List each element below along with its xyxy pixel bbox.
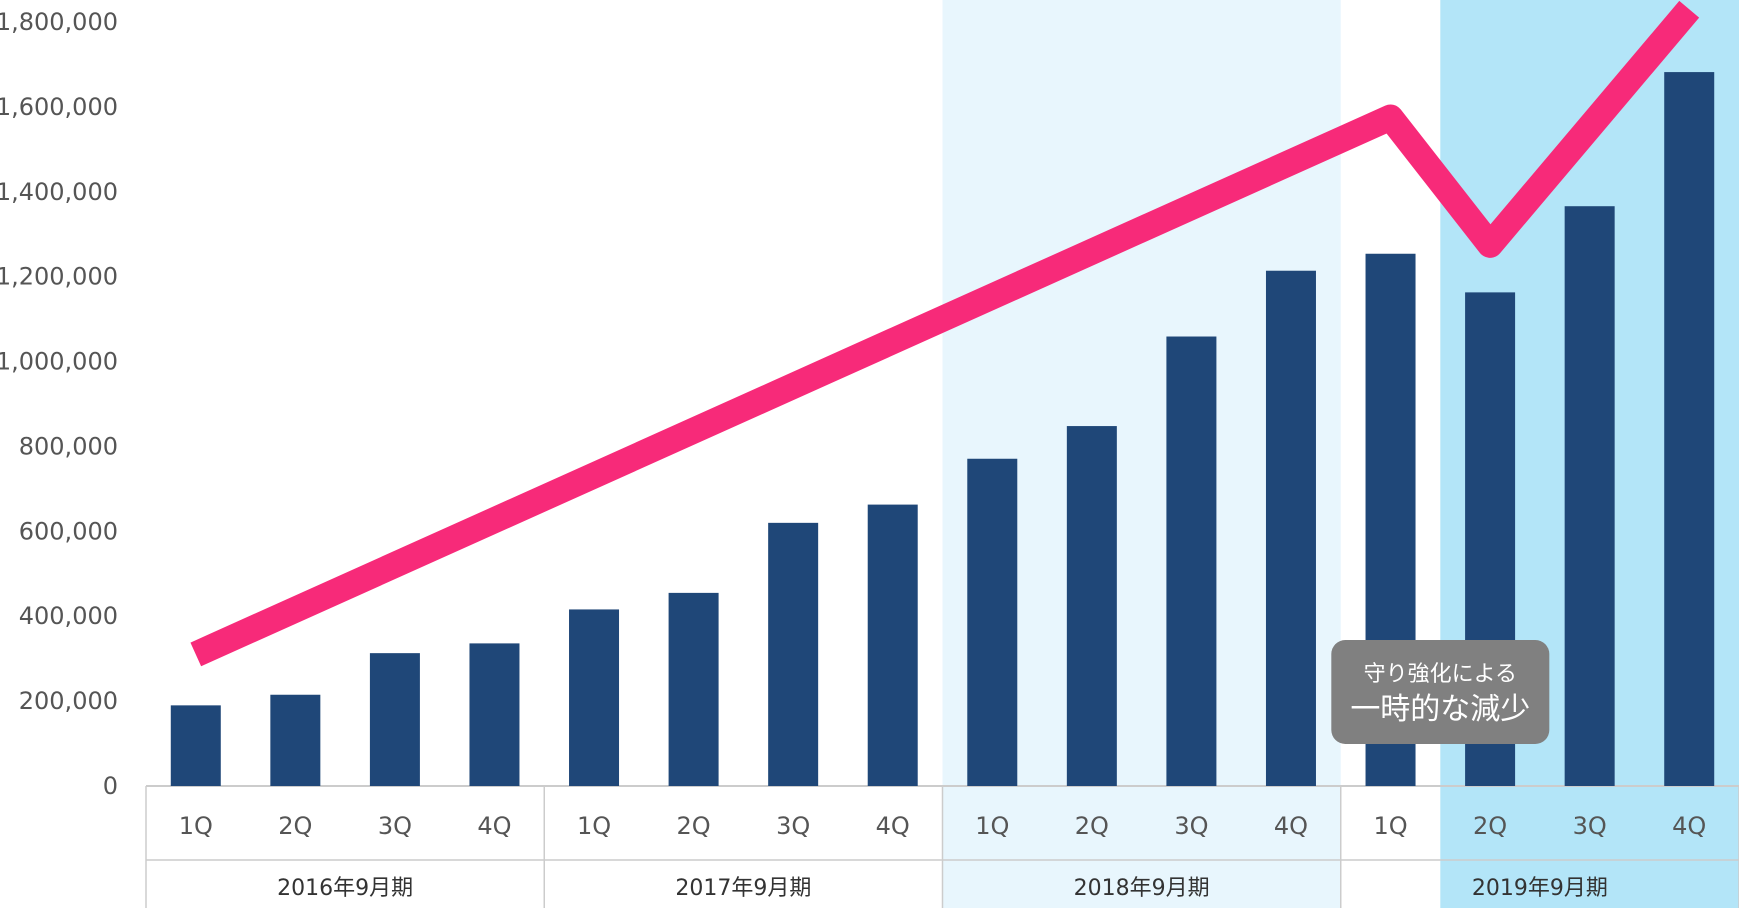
- bar: [1564, 206, 1615, 787]
- category-label: 3Q: [776, 812, 810, 840]
- category-label: 1Q: [975, 812, 1009, 840]
- bar: [1664, 72, 1715, 786]
- y-tick-label: 1,200,000: [0, 263, 118, 291]
- bar: [1265, 270, 1316, 786]
- y-tick-label: 0: [103, 772, 118, 800]
- period-label: 2018年9月期: [1074, 876, 1210, 901]
- category-label: 1Q: [179, 812, 213, 840]
- category-label: 3Q: [1174, 812, 1208, 840]
- bar: [270, 694, 321, 786]
- y-tick-label: 1,800,000: [0, 8, 118, 36]
- y-tick-label: 1,400,000: [0, 178, 118, 206]
- bar: [867, 504, 918, 786]
- category-label: 4Q: [477, 812, 511, 840]
- category-label: 3Q: [378, 812, 412, 840]
- y-tick-label: 200,000: [19, 687, 118, 715]
- bar: [170, 705, 221, 786]
- callout-line1: 守り強化による: [1364, 662, 1517, 687]
- category-label: 4Q: [1672, 812, 1706, 840]
- category-label: 2Q: [1473, 812, 1507, 840]
- period-label: 2017年9月期: [675, 876, 811, 901]
- trend-line: [190, 0, 1700, 667]
- callout-box: [1331, 640, 1550, 744]
- period-label: 2019年9月期: [1472, 876, 1608, 901]
- category-label: 3Q: [1573, 812, 1607, 840]
- bar: [668, 592, 719, 786]
- category-label: 1Q: [1373, 812, 1407, 840]
- bar: [469, 643, 520, 786]
- y-tick-label: 1,000,000: [0, 348, 118, 376]
- y-tick-label: 800,000: [19, 432, 118, 460]
- category-label: 2Q: [1075, 812, 1109, 840]
- bar: [369, 653, 420, 786]
- bar: [1166, 336, 1217, 786]
- category-label: 2Q: [278, 812, 312, 840]
- category-label: 4Q: [1274, 812, 1308, 840]
- bar: [967, 458, 1018, 786]
- category-label: 2Q: [677, 812, 711, 840]
- bar: [768, 522, 819, 786]
- bar: [569, 609, 620, 786]
- y-tick-label: 1,600,000: [0, 93, 118, 121]
- callout-line2: 一時的な減少: [1350, 692, 1530, 727]
- y-tick-label: 400,000: [19, 602, 118, 630]
- category-label: 4Q: [876, 812, 910, 840]
- bar: [1066, 426, 1117, 786]
- period-label: 2016年9月期: [277, 876, 413, 901]
- category-label: 1Q: [577, 812, 611, 840]
- y-tick-label: 600,000: [19, 517, 118, 545]
